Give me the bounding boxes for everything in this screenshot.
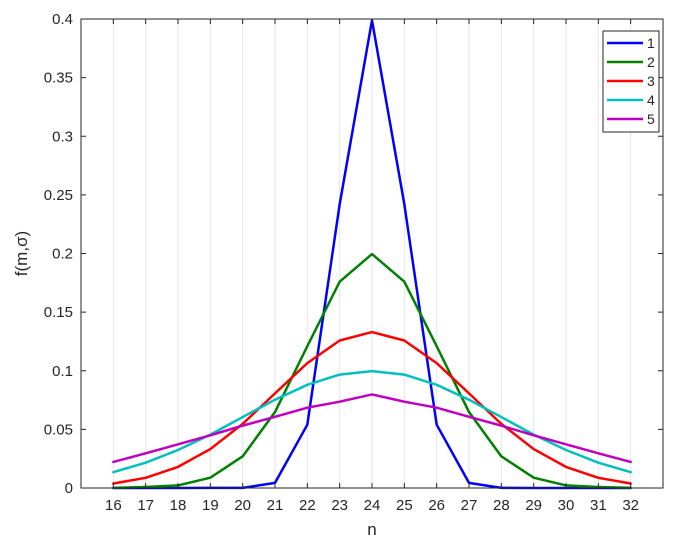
x-tick-label: 28 — [493, 497, 510, 514]
grid — [112, 19, 632, 488]
legend-label-1: 1 — [647, 35, 655, 51]
x-tick-label: 32 — [622, 497, 639, 514]
y-tick-label: 0.3 — [52, 128, 73, 145]
x-tick-label: 25 — [396, 497, 413, 514]
x-tick-label: 31 — [590, 497, 607, 514]
series-line-2 — [112, 252, 632, 490]
series-line-3 — [112, 330, 632, 485]
y-tick-label: 0.15 — [44, 304, 73, 321]
y-tick-label: 0.35 — [44, 70, 73, 87]
x-axis-label: n — [367, 520, 376, 539]
series-line-5 — [112, 393, 632, 464]
x-tick-label: 18 — [170, 497, 187, 514]
x-tick-label: 29 — [525, 497, 542, 514]
axis-ticks: 16 17 18 19 20 21 22 23 24 25 26 27 28 29 30 31 3200.050… — [44, 11, 663, 514]
x-tick-label: 21 — [267, 497, 284, 514]
x-tick-label: 27 — [461, 497, 478, 514]
series-line-4 — [112, 369, 632, 474]
x-tick-label: 17 — [137, 497, 154, 514]
y-tick-label: 0.1 — [52, 363, 73, 380]
legend-label-5: 5 — [647, 111, 655, 127]
x-tick-label: 24 — [364, 497, 381, 514]
x-tick-label: 30 — [558, 497, 575, 514]
x-tick-label: 16 — [105, 497, 122, 514]
x-tick-label: 26 — [428, 497, 445, 514]
x-tick-label: 22 — [299, 497, 316, 514]
x-tick-label: 20 — [234, 497, 251, 514]
y-tick-label: 0.05 — [44, 421, 73, 438]
legend-label-2: 2 — [647, 54, 655, 70]
y-tick-label: 0.4 — [52, 11, 73, 28]
y-tick-label: 0.25 — [44, 187, 73, 204]
y-axis-label: f(m,σ) — [12, 231, 31, 276]
x-tick-label: 19 — [202, 497, 219, 514]
legend-label-4: 4 — [647, 92, 655, 108]
x-tick-label: 23 — [331, 497, 348, 514]
legend: 1 2 3 4 5 — [602, 30, 660, 133]
y-tick-label: 0 — [65, 480, 73, 497]
legend-label-3: 3 — [647, 73, 655, 89]
y-tick-label: 0.2 — [52, 246, 73, 263]
